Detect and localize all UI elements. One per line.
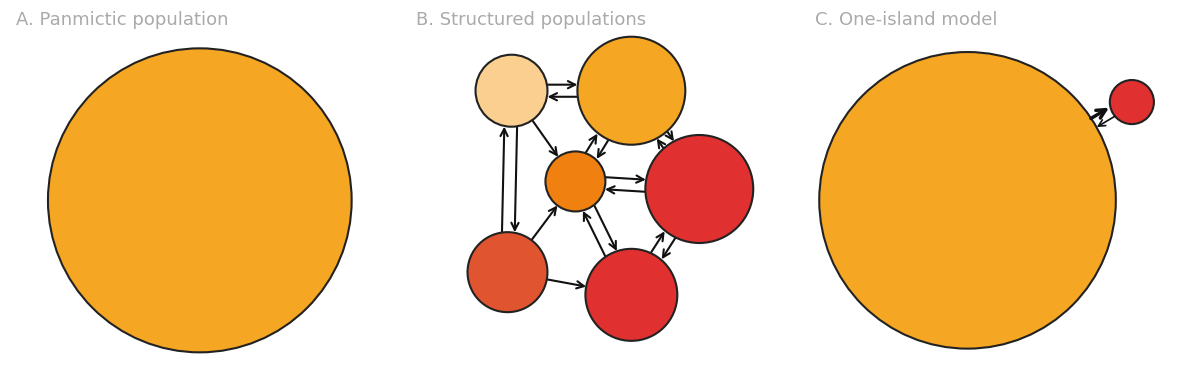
Ellipse shape	[586, 249, 677, 341]
Ellipse shape	[468, 232, 547, 312]
Ellipse shape	[546, 152, 605, 211]
Ellipse shape	[577, 37, 685, 145]
Ellipse shape	[475, 55, 547, 127]
Ellipse shape	[820, 52, 1116, 349]
Text: B. Structured populations: B. Structured populations	[415, 11, 646, 29]
Ellipse shape	[1110, 80, 1154, 124]
Text: C. One-island model: C. One-island model	[815, 11, 997, 29]
Ellipse shape	[646, 135, 754, 243]
Ellipse shape	[48, 48, 352, 352]
Text: A. Panmictic population: A. Panmictic population	[16, 11, 228, 29]
